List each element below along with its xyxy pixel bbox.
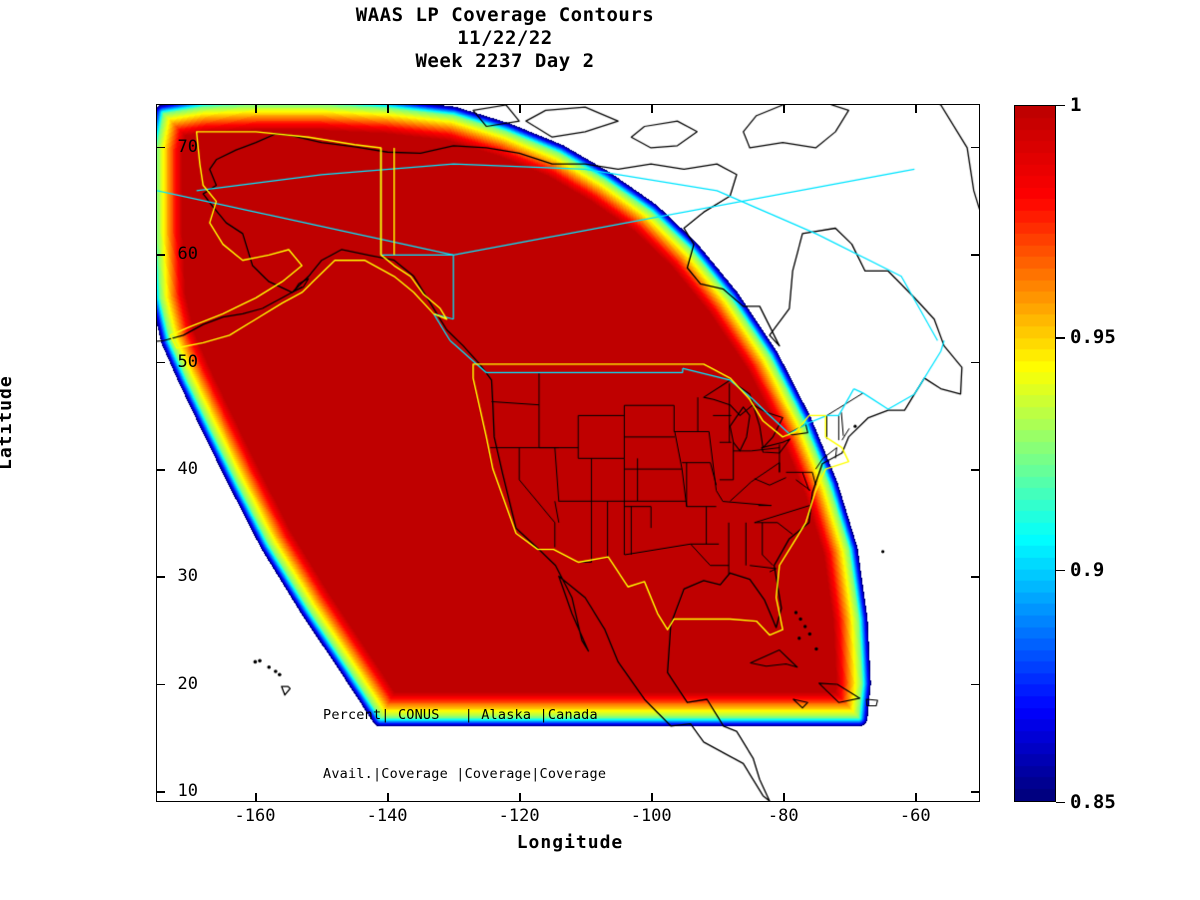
y-axis-tick-label: 50 [177, 351, 198, 372]
statistics-table: Percent| CONUS | Alaska |Canada Avail.|C… [323, 667, 624, 801]
title-line-1: WAAS LP Coverage Contours [355, 4, 655, 26]
x-axis-tick-mark [255, 104, 257, 113]
y-axis-tick-mark [156, 361, 165, 364]
y-axis-tick-label: 10 [177, 781, 198, 802]
y-axis-tick-mark [156, 146, 165, 149]
y-axis-tick-label: 30 [177, 566, 198, 587]
colorbar-tick-mark [1056, 569, 1065, 572]
y-axis-tick-mark [971, 469, 980, 471]
y-axis-tick-mark [971, 361, 980, 364]
colorbar-tick-label: 0.85 [1070, 791, 1116, 813]
y-axis-label: Latitude [0, 375, 16, 470]
title-line-2: 11/22/22 [457, 27, 553, 49]
colorbar-gradient [1015, 106, 1055, 801]
x-axis-tick-mark [651, 104, 653, 113]
x-axis-label: Longitude [516, 832, 624, 853]
x-axis-tick-label: -80 [767, 806, 799, 826]
x-axis-tick-mark [255, 793, 257, 802]
y-axis-tick-mark [971, 683, 980, 686]
x-axis-tick-mark [519, 104, 521, 113]
colorbar-tick-label: 0.9 [1070, 558, 1105, 581]
y-axis-tick-mark [156, 791, 165, 793]
y-axis-tick-label: 70 [177, 136, 198, 157]
colorbar-tick-label: 0.95 [1070, 326, 1116, 349]
y-axis-tick-mark [156, 576, 165, 578]
y-axis-tick-mark [156, 683, 165, 686]
colorbar [1014, 105, 1056, 802]
x-axis-tick-mark [915, 793, 917, 802]
y-axis-tick-label: 20 [177, 673, 198, 694]
y-axis-tick-mark [971, 791, 980, 793]
x-axis-tick-mark [915, 104, 917, 113]
x-axis-tick-mark [651, 793, 653, 802]
coverage-heatmap-canvas [157, 105, 979, 801]
stats-header-row-1: Percent| CONUS | Alaska |Canada [323, 707, 598, 723]
y-axis-tick-mark [971, 254, 980, 256]
y-axis-tick-mark [156, 469, 165, 471]
y-axis-tick-mark [971, 576, 980, 578]
map-plot-area: Percent| CONUS | Alaska |Canada Avail.|C… [156, 104, 980, 802]
colorbar-tick-label: 1 [1070, 94, 1082, 116]
x-axis-tick-label: -120 [498, 806, 540, 826]
title-line-3: Week 2237 Day 2 [415, 50, 595, 72]
x-axis-tick-label: -60 [899, 806, 931, 826]
y-axis-tick-mark [156, 254, 165, 256]
chart-title: WAAS LP Coverage Contours 11/22/22 Week … [0, 4, 1010, 73]
x-axis-tick-mark [519, 793, 521, 802]
x-axis-tick-mark [387, 793, 389, 802]
x-axis-tick-label: -100 [630, 806, 672, 826]
y-axis-tick-mark [971, 146, 980, 149]
y-axis-tick-label: 60 [177, 244, 198, 265]
colorbar-tick-mark [1056, 105, 1065, 107]
x-axis-tick-label: -160 [234, 806, 276, 826]
x-axis-tick-mark [783, 793, 785, 802]
x-axis-tick-mark [783, 104, 785, 113]
x-axis-tick-label: -140 [366, 806, 408, 826]
colorbar-tick-mark [1056, 802, 1065, 804]
colorbar-tick-mark [1056, 337, 1065, 339]
x-axis-tick-mark [387, 104, 389, 113]
y-axis-tick-label: 40 [177, 459, 198, 480]
stats-header-row-2: Avail.|Coverage |Coverage|Coverage [323, 765, 607, 782]
